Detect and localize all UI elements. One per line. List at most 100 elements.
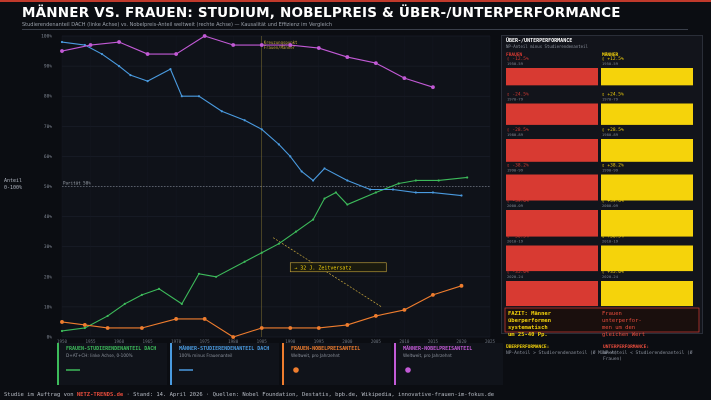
legend-dot-swatch xyxy=(405,367,411,373)
y-axis-label: Anteil 0-100% xyxy=(4,178,22,192)
data-point-women-nobel xyxy=(259,326,264,330)
data-point-men-students xyxy=(260,128,263,131)
period-label: 1970-79 xyxy=(507,97,524,102)
period-label: 2010-19 xyxy=(602,239,619,244)
series-line-men-nobel xyxy=(61,35,434,88)
title-divider xyxy=(22,29,688,30)
men-overperformance-bar xyxy=(601,174,693,201)
x-tick-label: 1955 xyxy=(85,339,96,344)
men-delta-label: ▯ +39.6% xyxy=(602,198,624,204)
y-tick-label: 60% xyxy=(44,154,52,160)
x-tick-label: 2000 xyxy=(342,339,353,344)
data-point-men-students xyxy=(220,110,223,113)
x-tick-label: 2025 xyxy=(485,339,496,344)
data-point-women-students xyxy=(243,260,246,263)
data-point-men-students xyxy=(460,194,463,197)
women-delta-label: ▯ -35.0% xyxy=(507,269,529,275)
data-point-women-nobel xyxy=(316,326,321,330)
legend-dot-swatch xyxy=(293,367,299,373)
period-label: 1950-59 xyxy=(602,61,619,66)
data-point-men-nobel xyxy=(402,76,407,81)
x-tick-label: 2020 xyxy=(456,339,467,344)
x-tick-label: 1950 xyxy=(57,339,68,344)
legend-line-swatch xyxy=(66,369,80,371)
performance-panel-subtitle: NP-Anteil minus Studierendenanteil xyxy=(506,44,588,49)
data-point-men-students xyxy=(169,68,172,71)
women-delta-label: ▯ -12.5% xyxy=(507,56,529,62)
data-point-women-nobel xyxy=(60,320,64,324)
x-tick-label: 1980 xyxy=(228,339,239,344)
data-point-women-students xyxy=(157,287,161,290)
men-overperformance-bar xyxy=(601,210,693,237)
data-point-men-nobel xyxy=(373,61,378,65)
period-label: 1990-99 xyxy=(602,168,619,173)
y-tick-label: 50% xyxy=(44,184,52,190)
footer: Studie im Auftrag von NETZ-TRENDS.de · S… xyxy=(4,392,494,398)
data-point-women-nobel xyxy=(105,326,110,330)
data-point-men-nobel xyxy=(202,34,207,38)
men-delta-label: ▯ +28.5% xyxy=(602,127,624,133)
period-label: 1980-89 xyxy=(507,132,524,137)
footer-brand-link[interactable]: NETZ-TRENDS.de xyxy=(76,392,124,398)
performance-panel-title: ÜBER-/UNTERPERFORMANCE xyxy=(506,38,573,44)
parity-label: Parität 50% xyxy=(63,181,91,186)
women-underperformance-bar xyxy=(506,68,598,86)
x-tick-label: 1960 xyxy=(114,339,125,344)
data-point-men-students xyxy=(197,95,201,98)
overperformance-title: ÜBERPERFORMANCE: xyxy=(506,345,550,350)
y-tick-label: 80% xyxy=(44,94,52,100)
women-underperformance-bar xyxy=(506,139,598,162)
legend-title: FRAUEN-NOBELPREISANTEIL xyxy=(291,346,361,352)
period-label: 1970-79 xyxy=(602,97,619,102)
data-point-men-nobel xyxy=(231,43,236,47)
fazit-women-note: Frauen unterperfor- men um den gleichen … xyxy=(602,311,646,338)
data-point-men-students xyxy=(300,170,303,173)
data-point-women-students xyxy=(106,314,109,318)
crossover-label: Kreuzungspunkt xyxy=(264,40,298,45)
women-underperformance-bar xyxy=(506,281,598,307)
period-label: 2000-09 xyxy=(602,203,619,208)
data-point-women-nobel xyxy=(288,326,293,330)
data-point-women-students xyxy=(397,182,400,185)
data-point-men-students xyxy=(391,188,395,191)
data-point-women-students xyxy=(197,272,201,275)
data-point-women-students xyxy=(260,251,263,254)
legend-women-students: FRAUEN-STUDIERENDENANTEIL DACH D+AT+CH: … xyxy=(57,343,167,385)
y-tick-label: 0% xyxy=(47,335,53,341)
data-point-women-students xyxy=(180,302,183,305)
fazit-men-note: FAZIT: Männer überperformen systematisch… xyxy=(508,311,552,338)
legend-men-nobel: MÄNNER-NOBELPREISANTEIL Weltweit, pro Ja… xyxy=(394,343,503,385)
x-tick-label: 1965 xyxy=(143,339,154,344)
men-overperformance-bar xyxy=(601,139,693,162)
footer-sources: · Stand: 14. April 2026 · Quellen: Nobel… xyxy=(123,392,495,398)
data-point-men-nobel xyxy=(174,52,179,56)
fazit-box xyxy=(504,307,700,333)
men-overperformance-bar xyxy=(601,68,693,86)
data-point-men-students xyxy=(323,167,326,170)
data-point-men-students xyxy=(414,191,417,194)
men-overperformance-bar xyxy=(601,281,693,307)
legend-sub: 100% minus Frauenanteil xyxy=(179,353,233,358)
data-point-men-students xyxy=(60,40,64,44)
data-point-men-students xyxy=(431,191,435,194)
y-tick-label: 100% xyxy=(41,34,52,40)
period-label: 1980-89 xyxy=(602,132,619,137)
men-overperformance-bar xyxy=(601,245,693,272)
men-delta-label: ▯ +24.5% xyxy=(602,92,624,98)
data-point-women-nobel xyxy=(459,283,464,288)
data-point-women-students xyxy=(311,218,315,221)
underperformance-title: UNTERPERFORMANCE: xyxy=(603,345,650,350)
women-underperformance-bar xyxy=(506,245,598,272)
period-label: 1990-99 xyxy=(507,168,524,173)
legend-men-students: MÄNNER-STUDIERENDENANTEIL DACH 100% minu… xyxy=(170,343,279,385)
data-point-women-students xyxy=(277,242,280,245)
data-point-women-nobel xyxy=(402,308,407,312)
lag-arrow xyxy=(272,237,382,308)
y-tick-label: 40% xyxy=(44,214,52,220)
men-overperformance-bar xyxy=(601,103,693,125)
period-label: 2020-24 xyxy=(602,274,619,279)
period-label: 2010-19 xyxy=(507,239,524,244)
data-point-men-nobel xyxy=(60,49,64,53)
data-point-women-nobel xyxy=(345,323,350,327)
data-point-women-students xyxy=(346,203,349,206)
